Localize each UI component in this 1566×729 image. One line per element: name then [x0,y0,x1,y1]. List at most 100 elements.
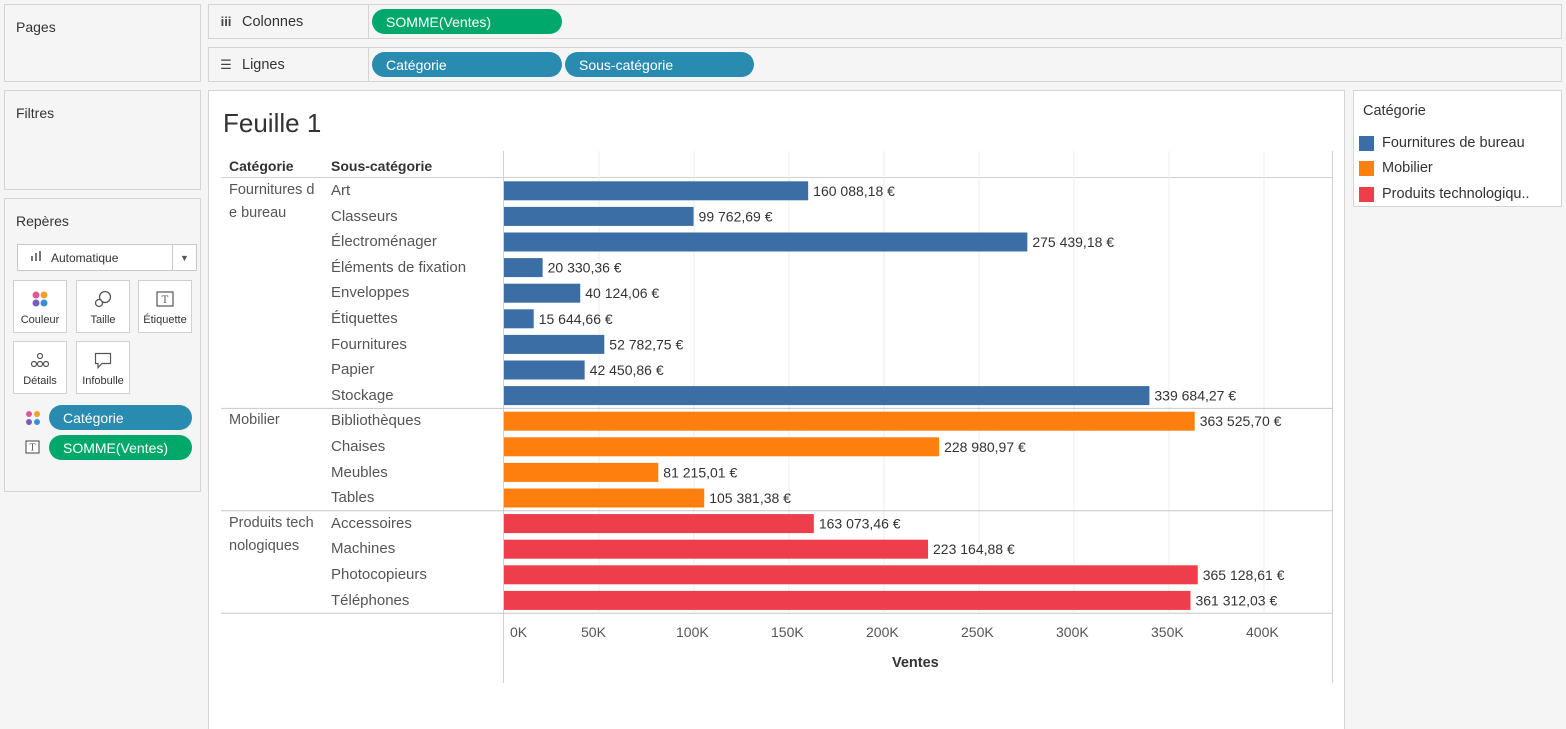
bar[interactable] [504,488,705,508]
columns-pill-sum-sales[interactable]: SOMME(Ventes) [372,9,562,34]
tooltip-icon [77,352,129,369]
marks-field-sum-sales[interactable]: T SOMME(Ventes) [15,435,195,461]
filters-label: Filtres [16,105,55,121]
color-dots-icon [14,291,66,307]
bar[interactable] [504,590,1191,610]
subcategory-label: Classeurs [331,207,398,225]
category-pill[interactable]: Catégorie [49,405,192,430]
subcategory-label: Papier [331,361,375,379]
pane-right-line [1332,151,1333,683]
bar-value-label: 361 312,03 € [1195,592,1277,608]
subcategory-label: Machines [331,540,396,558]
bar-value-label: 52 782,75 € [609,336,683,352]
x-tick-label: 0K [510,624,528,640]
color-dots-icon [25,410,41,431]
legend-swatch [1359,186,1374,202]
bar[interactable] [504,539,929,559]
category-label: Produits technologiques [229,515,314,554]
category-label: Mobilier [229,412,280,428]
marks-card: Repères Automatique ▼ Couleur Taille T É… [4,198,201,492]
bar[interactable] [504,283,581,303]
legend-swatch [1359,135,1374,151]
bar-value-label: 160 088,18 € [813,183,895,199]
rows-label: ☰ Lignes [209,48,369,81]
color-legend[interactable]: Catégorie Fournitures de bureau Mobilier… [1353,90,1562,207]
pages-label: Pages [16,19,56,35]
bar-value-label: 20 330,36 € [548,260,622,276]
rows-list-icon: ☰ [220,56,232,72]
svg-text:T: T [162,295,169,306]
color-button[interactable]: Couleur [13,280,67,333]
legend-label: Produits technologiqu.. [1382,186,1530,202]
x-tick-label: 150K [771,624,804,640]
legend-item-furniture[interactable]: Mobilier [1359,157,1559,179]
bar[interactable] [504,565,1198,585]
bar-value-label: 275 439,18 € [1032,234,1114,250]
subcategory-label: Fournitures [331,335,407,353]
bar[interactable] [504,334,605,354]
subcategory-label: Enveloppes [331,284,410,302]
bar[interactable] [504,309,534,329]
legend-label: Fournitures de bureau [1382,135,1525,151]
subcategory-label: Étiquettes [331,310,398,327]
marks-title: Repères [16,213,69,229]
header-divider [221,177,1333,178]
axis-left-line [503,151,504,683]
columns-shelf[interactable]: iii Colonnes SOMME(Ventes) [208,4,1562,39]
tooltip-button[interactable]: Infobulle [76,341,130,394]
subcategory-label: Photocopieurs [331,566,427,583]
x-tick-label: 400K [1246,624,1279,640]
rows-pill-subcategory[interactable]: Sous-catégorie [565,52,754,77]
mark-type-dropdown[interactable]: Automatique ▼ [17,244,197,271]
details-button[interactable]: Détails [13,341,67,394]
size-button[interactable]: Taille [76,280,130,333]
worksheet-view: Feuille 1 Catégorie Sous-catégorie Fourn… [208,90,1345,729]
label-button[interactable]: T Étiquette [138,280,192,333]
legend-item-office[interactable]: Fournitures de bureau [1359,132,1559,154]
bar[interactable] [504,462,659,482]
x-tick-label: 100K [676,624,709,640]
color-button-label: Couleur [20,314,60,326]
header-subcategory: Sous-catégorie [331,158,433,174]
bar-value-label: 365 128,61 € [1203,567,1285,583]
x-tick-label: 200K [866,624,899,640]
bar-value-label: 339 684,27 € [1154,388,1236,404]
x-tick-label: 300K [1056,624,1089,640]
bar[interactable] [504,514,814,534]
subcategory-label: Téléphones [331,591,410,609]
marks-field-category[interactable]: Catégorie [15,405,195,431]
pages-shelf[interactable]: Pages [4,4,201,82]
size-button-label: Taille [90,314,116,326]
bar[interactable] [504,386,1150,406]
bar[interactable] [504,206,694,226]
mark-type-value: Automatique [51,250,119,265]
legend-swatch [1359,160,1374,176]
subcategory-label: Meubles [331,463,388,481]
rows-pill-category[interactable]: Catégorie [372,52,562,77]
bar-value-label: 40 124,06 € [585,285,659,301]
svg-text:T: T [29,444,35,454]
category-label: Fournitures de bureau [229,182,315,221]
rows-shelf[interactable]: ☰ Lignes Catégorie Sous-catégorie [208,47,1562,82]
sum-sales-pill[interactable]: SOMME(Ventes) [49,435,192,460]
chevron-down-icon[interactable]: ▼ [172,245,196,270]
bar[interactable] [504,360,585,380]
filters-shelf[interactable]: Filtres [4,90,201,190]
subcategory-label: Art [331,182,351,199]
x-tick-label: 50K [581,624,606,640]
bar[interactable] [504,258,543,278]
legend-title: Catégorie [1363,103,1426,119]
bar[interactable] [504,232,1028,252]
details-button-label: Détails [23,375,57,387]
bar-value-label: 223 164,88 € [933,541,1015,557]
sheet-title: Feuille 1 [223,108,322,138]
bar[interactable] [504,437,940,457]
bar[interactable] [504,411,1195,431]
legend-item-technology[interactable]: Produits technologiqu.. [1359,183,1559,205]
x-tick-label: 350K [1151,624,1184,640]
bar[interactable] [504,181,809,201]
bar-value-label: 81 215,01 € [663,464,737,480]
bar-value-label: 42 450,86 € [590,362,664,378]
bar-value-label: 99 762,69 € [699,208,773,224]
size-icon [77,290,129,308]
